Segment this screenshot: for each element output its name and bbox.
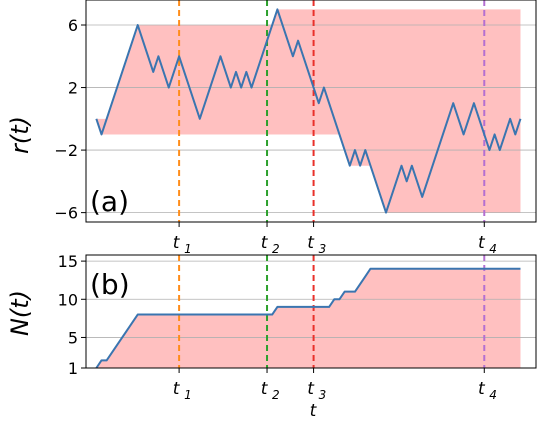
panel-a-y-tick-label: 6	[68, 16, 78, 35]
panel-b-y-tick-label: 1	[68, 359, 78, 378]
panel-b-vlines	[178, 255, 486, 368]
panel-a-x-tick-subscript: 3	[319, 242, 327, 256]
panel-a-envelope-band	[96, 9, 521, 213]
panel-a-x-tick-subscript: 1	[184, 242, 192, 256]
panel-b-x-tick-subscript: 1	[184, 388, 192, 402]
panel-b-frame	[85, 254, 537, 369]
panel-b-x-tick-label: t	[173, 379, 181, 399]
panel-a-y-tick-label: 2	[68, 79, 78, 98]
panel-a-x-tick-label: t	[478, 233, 486, 253]
panel-b-x-tick-label: t	[307, 379, 315, 399]
panel-a-y-tick-label: −2	[54, 141, 78, 160]
panel-a-series-line	[95, 8, 522, 214]
panel-a-vlines	[178, 0, 486, 222]
panel-a-x-tick-subscript: 2	[272, 242, 280, 256]
panel-b-x-tick-subscript: 3	[319, 388, 327, 402]
panel-a-x-tick-label: t	[173, 233, 181, 253]
panel-b-envelope-band	[96, 268, 521, 368]
panel-a-x-tick-subscript: 4	[489, 242, 497, 256]
panel-b-band-area	[96, 268, 521, 368]
panel-b-series-line	[95, 267, 521, 369]
panel-a-y-tick-label: −6	[54, 204, 78, 223]
panel-a-y-ticks: −6 −2 2 6	[54, 16, 86, 223]
panel-b-tag: (b)	[90, 268, 130, 301]
panel-b-series	[95, 267, 521, 369]
panel-b-y-tick-label: 10	[58, 290, 78, 309]
panel-a-grid	[86, 24, 536, 214]
panel-b-y-tick-label: 15	[58, 252, 78, 271]
panel-b-x-tick-label: t	[261, 379, 269, 399]
panel-b-x-label: t	[310, 401, 318, 421]
panel-a-series	[95, 8, 522, 214]
panel-a-band-area	[96, 9, 521, 213]
panel-b-x-tick-subscript: 4	[489, 388, 497, 402]
panel-b-x-tick-label: t	[478, 379, 486, 399]
panel-a-x-tick-label: t	[261, 233, 269, 253]
panel-b-y-label: N(t)	[6, 290, 34, 336]
panel-b-y-tick-label: 5	[68, 328, 78, 347]
panel-b-x-tick-subscript: 2	[272, 388, 280, 402]
panel-a-tag: (a)	[90, 185, 129, 218]
panel-a-frame	[85, 0, 537, 223]
panel-a-x-tick-label: t	[307, 233, 315, 253]
panel-a-y-label: r(t)	[6, 116, 34, 154]
